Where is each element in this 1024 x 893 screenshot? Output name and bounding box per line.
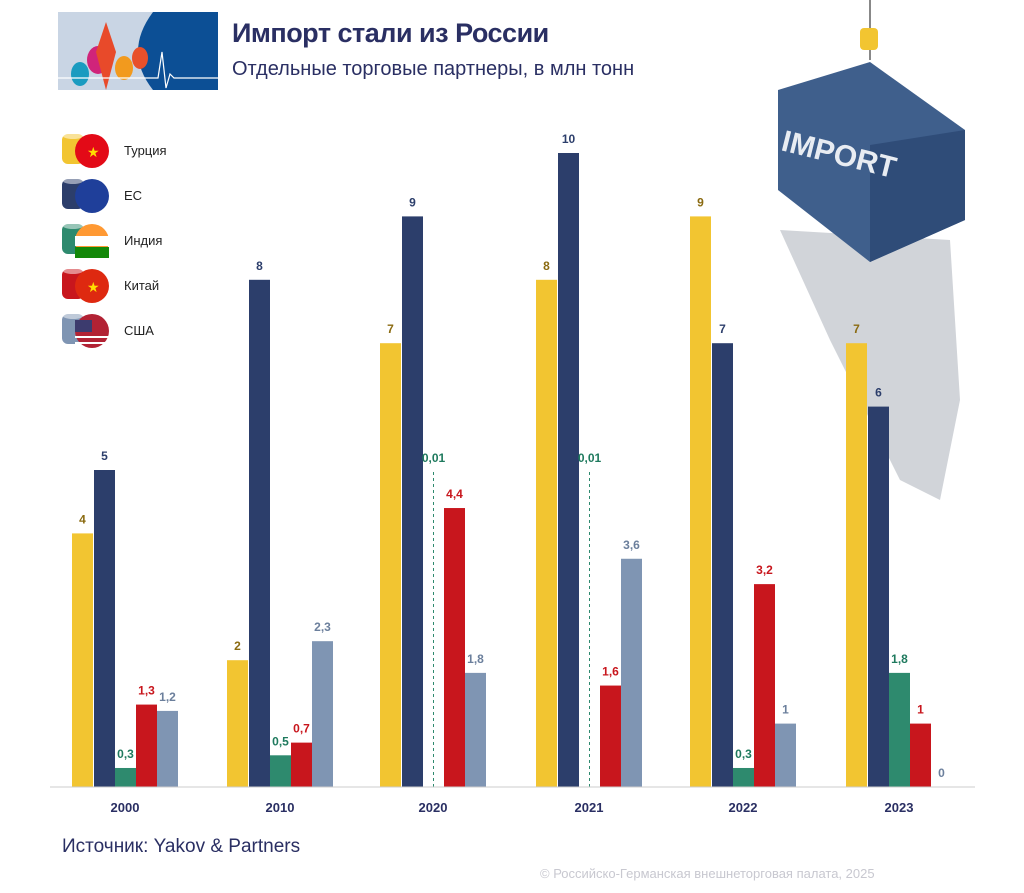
turkey-flag-icon: ★: [62, 131, 109, 168]
bar: [312, 641, 333, 787]
data-label: 0: [938, 766, 945, 780]
data-label: 6: [875, 386, 882, 400]
bar: [846, 343, 867, 787]
bar: [249, 279, 270, 787]
page-subtitle: Отдельные торговые партнеры, в млн тонн: [232, 58, 635, 80]
bar: [910, 723, 931, 787]
data-label: 0,3: [117, 747, 134, 761]
bar: [465, 672, 486, 787]
data-label: 1,3: [138, 684, 155, 698]
page-title: Импорт стали из России: [232, 18, 549, 48]
source-note: Источник: Yakov & Partners: [62, 836, 301, 857]
bar: [115, 767, 136, 787]
x-tick-label: 2000: [111, 800, 140, 815]
data-label: 9: [697, 195, 704, 209]
bar: [402, 216, 423, 787]
usa-flag-icon: [62, 311, 109, 348]
logo: [58, 12, 218, 90]
bar: [754, 584, 775, 787]
svg-text:★: ★: [87, 279, 100, 295]
data-label: 7: [387, 322, 394, 336]
india-flag-icon: [62, 221, 109, 258]
bar: [157, 710, 178, 787]
bar: [536, 279, 557, 787]
legend-label: США: [124, 322, 154, 338]
x-tick-label: 2022: [729, 800, 758, 815]
legend-label: Турция: [124, 142, 167, 158]
bar: [72, 533, 93, 787]
bar: [733, 767, 754, 787]
data-label: 0,7: [293, 722, 310, 736]
data-label: 1: [782, 703, 789, 717]
data-label: 7: [719, 322, 726, 336]
svg-text:★: ★: [87, 144, 100, 160]
data-label: 5: [101, 449, 108, 463]
x-tick-label: 2021: [575, 800, 604, 815]
legend-label: ЕС: [124, 187, 143, 203]
bar: [227, 660, 248, 787]
data-label: 2: [234, 639, 241, 653]
bar: [136, 704, 157, 787]
bar: [690, 216, 711, 787]
bar: [270, 755, 291, 787]
bar: [558, 153, 579, 787]
data-label: 3,2: [756, 563, 773, 577]
data-label: 8: [543, 259, 550, 273]
legend-item: ★ Китай: [60, 265, 159, 305]
data-label: 4,4: [446, 487, 463, 501]
bar: [868, 406, 889, 787]
data-label: 0,01: [578, 451, 602, 465]
china-flag-icon: ★: [62, 266, 109, 303]
data-label: 0,5: [272, 734, 289, 748]
legend-item: ★ Турция: [60, 130, 167, 170]
bar: [889, 672, 910, 787]
bar: [94, 470, 115, 787]
data-label: 4: [79, 512, 86, 526]
data-label: 3,6: [623, 538, 640, 552]
x-tick-label: 2020: [419, 800, 448, 815]
data-label: 9: [409, 195, 416, 209]
bar: [775, 723, 796, 787]
data-label: 0,01: [422, 451, 446, 465]
data-label: 1,8: [891, 652, 908, 666]
bar: [380, 343, 401, 787]
eu-flag-icon: [62, 176, 109, 213]
legend-label: Индия: [124, 232, 163, 248]
data-label: 1,6: [602, 665, 619, 679]
data-label: 1,8: [467, 652, 484, 666]
bar: [444, 508, 465, 787]
x-tick-label: 2023: [885, 800, 914, 815]
logo-graphic: [58, 12, 218, 90]
legend-label: Китай: [124, 277, 160, 293]
bar: [600, 685, 621, 787]
data-label: 2,3: [314, 620, 331, 634]
data-label: 8: [256, 259, 263, 273]
data-label: 7: [853, 322, 860, 336]
legend-item: ЕС: [60, 175, 142, 215]
import-container-illustration: IMPORT: [778, 0, 965, 500]
bar: [291, 742, 312, 787]
bar: [712, 343, 733, 787]
data-label: 1,2: [159, 690, 176, 704]
bar: [621, 558, 642, 787]
legend-item: США: [60, 310, 154, 350]
copyright: © Российско-Германская внешнеторговая па…: [540, 866, 875, 881]
data-label: 0,3: [735, 747, 752, 761]
data-label: 10: [562, 132, 576, 146]
legend-item: Индия: [60, 220, 162, 260]
x-tick-label: 2010: [266, 800, 295, 815]
data-label: 1: [917, 703, 924, 717]
